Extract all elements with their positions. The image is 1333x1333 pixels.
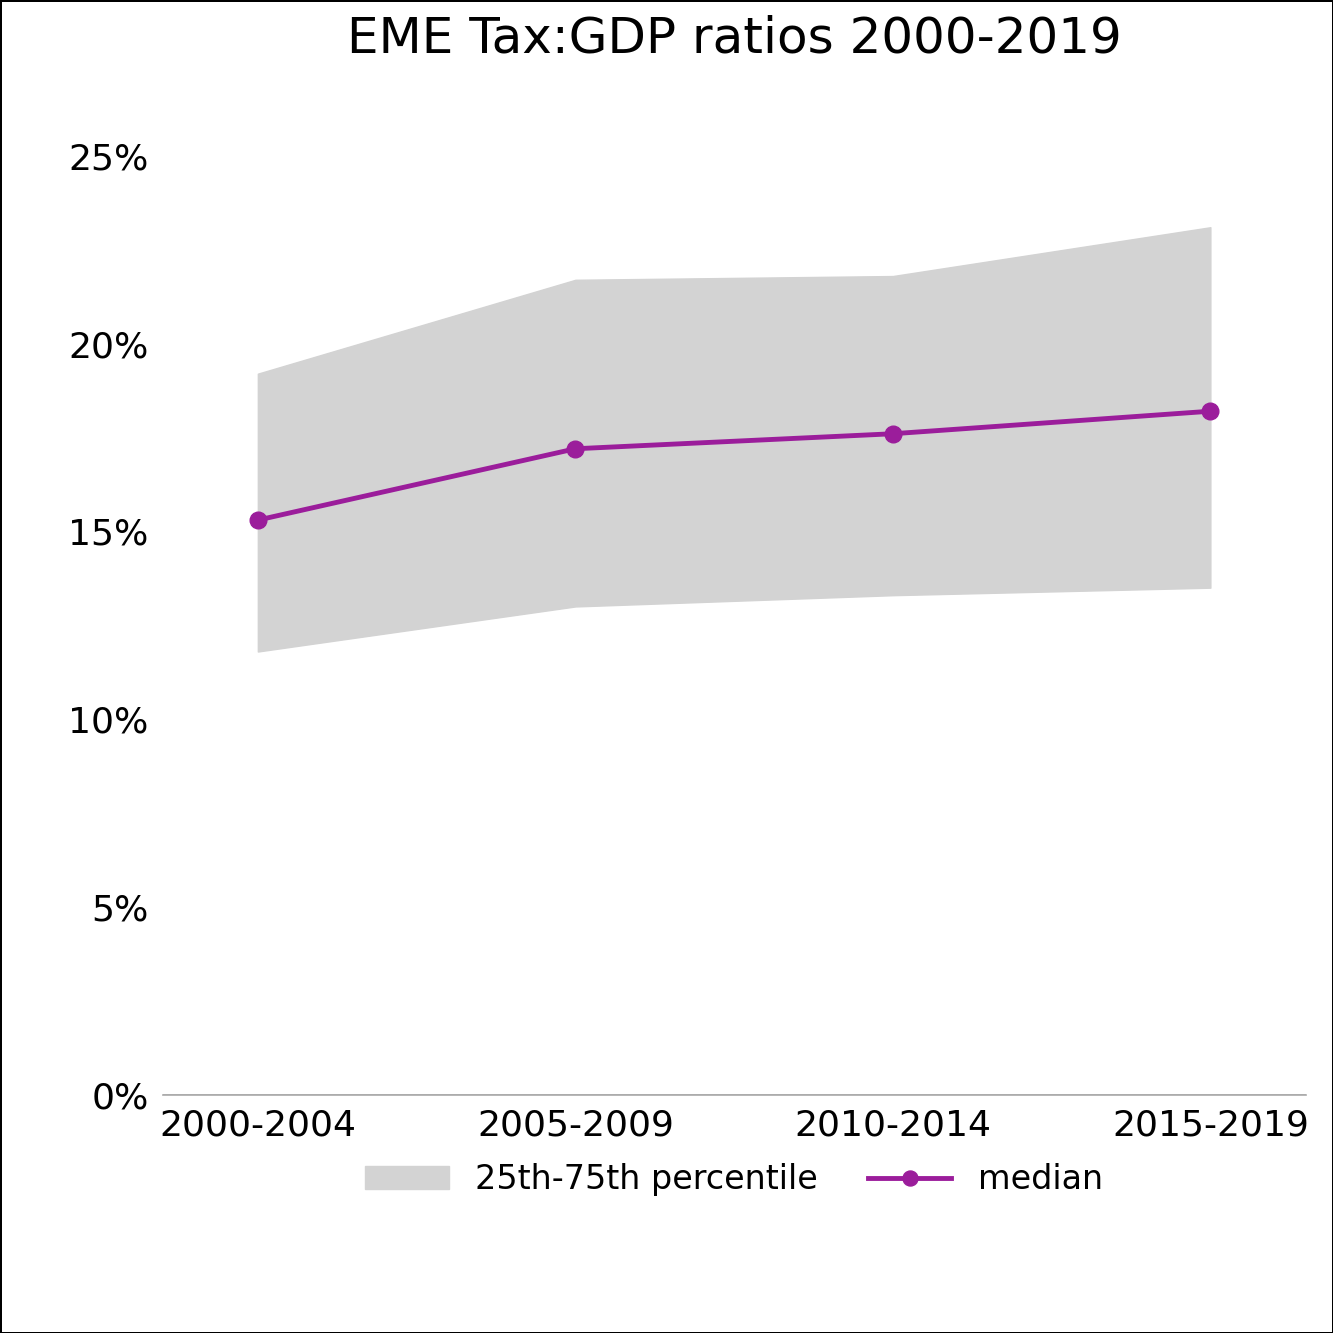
Title: EME Tax:GDP ratios 2000-2019: EME Tax:GDP ratios 2000-2019 <box>347 15 1121 63</box>
Legend: 25th-75th percentile, median: 25th-75th percentile, median <box>352 1150 1117 1210</box>
